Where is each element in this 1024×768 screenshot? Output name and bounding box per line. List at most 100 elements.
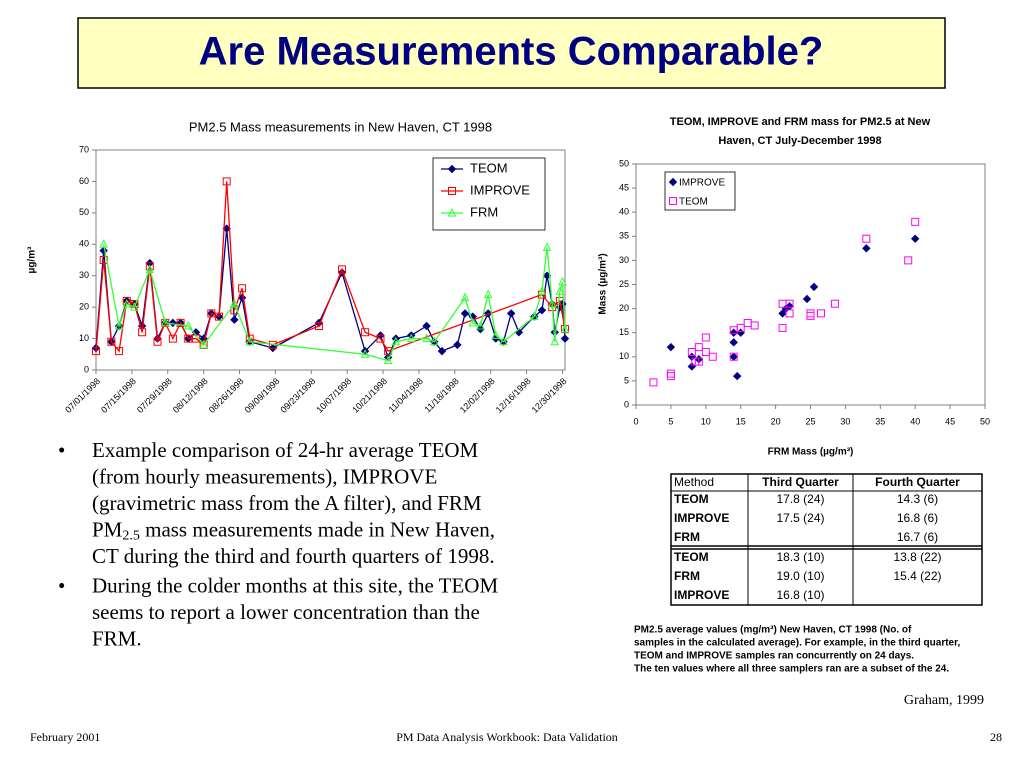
credit: Graham, 1999 <box>904 693 984 708</box>
data-point <box>499 336 508 346</box>
data-point <box>406 333 416 343</box>
data-point <box>743 319 752 328</box>
data-point <box>115 347 124 356</box>
table-frame <box>670 473 983 606</box>
x-tick-label: 35 <box>875 416 885 426</box>
data-point <box>904 256 913 265</box>
legend-label: IMPROVE <box>679 178 725 189</box>
x-tick-label: 08/12/1998 <box>171 376 210 415</box>
legend-label: TEOM <box>679 197 708 208</box>
x-tick-label: 15 <box>736 416 746 426</box>
data-point <box>238 284 247 293</box>
data-point <box>168 318 178 328</box>
data-point <box>708 352 717 361</box>
data-point <box>550 336 560 346</box>
data-point <box>191 334 200 343</box>
data-point <box>422 333 431 343</box>
data-point <box>537 290 546 299</box>
data-point <box>114 320 124 330</box>
legend-label: IMPROVE <box>470 182 530 197</box>
data-point <box>666 369 675 378</box>
y-tick-label: 40 <box>79 239 89 249</box>
data-point <box>314 322 323 330</box>
x-tick-label: 10/07/1998 <box>314 376 353 415</box>
x-tick-label: 50 <box>980 416 990 426</box>
data-point <box>701 347 710 356</box>
data-point <box>468 317 478 327</box>
table-cell: 17.5 (24) <box>776 511 824 525</box>
data-point <box>778 309 787 318</box>
data-point <box>107 337 116 346</box>
table-cell: Fourth Quarter <box>875 475 960 489</box>
data-point <box>199 339 208 349</box>
data-point <box>422 321 431 331</box>
y-tick-label: 50 <box>79 207 89 217</box>
data-point <box>460 309 470 318</box>
data-point <box>453 340 462 350</box>
x-tick-label: 20 <box>771 416 781 426</box>
data-point <box>862 234 871 243</box>
x-tick-label: 5 <box>668 416 673 426</box>
footer-left: February 2001 <box>30 730 100 744</box>
data-point <box>160 317 170 327</box>
data-point <box>701 333 710 342</box>
table-cell: FRM <box>674 569 700 583</box>
table-cell: 16.8 (10) <box>776 588 824 602</box>
data-point <box>483 309 493 318</box>
data-point <box>560 324 570 333</box>
table-cell: TEOM <box>674 550 709 564</box>
bullet-text: During the colder months at this site, t… <box>92 573 503 650</box>
data-point <box>736 328 745 337</box>
data-point <box>750 321 759 330</box>
table-cell: 16.8 (6) <box>897 511 938 525</box>
data-point <box>92 347 100 356</box>
data-point <box>383 355 393 365</box>
y-tick-label: 0 <box>624 399 629 409</box>
table-note: The ten values where all three samplers … <box>634 664 949 675</box>
bullet-dot: • <box>58 438 65 462</box>
data-point <box>785 299 794 308</box>
y-tick-label: 50 <box>619 158 629 168</box>
data-point <box>268 340 277 349</box>
legend-marker <box>447 164 457 174</box>
y-tick-label: 60 <box>79 176 89 186</box>
table-note: samples in the calculated average). For … <box>634 638 960 649</box>
data-point <box>153 337 162 346</box>
x-axis-label: FRM Mass (µg/m³) <box>768 447 854 458</box>
chart-title: TEOM, IMPROVE and FRM mass for PM2.5 at … <box>670 116 931 147</box>
y-axis-label: Mass (µg/m³) <box>598 253 609 314</box>
table-cell: Method <box>674 475 714 489</box>
data-point <box>555 286 565 295</box>
data-point <box>138 328 147 337</box>
table-cell: Third Quarter <box>762 475 839 489</box>
x-tick-label: 10 <box>701 416 711 426</box>
data-point <box>733 371 742 381</box>
legend-label: FRM <box>470 204 498 219</box>
y-tick-label: 70 <box>79 144 89 154</box>
data-point <box>437 346 447 356</box>
data-point <box>384 347 393 356</box>
table-cell: 18.3 (10) <box>776 550 824 564</box>
y-tick-label: 10 <box>79 333 89 343</box>
y-tick-label: 15 <box>619 327 629 337</box>
data-point <box>806 311 815 320</box>
data-point <box>729 328 738 337</box>
data-point <box>911 217 920 226</box>
x-tick-label: 12/16/1998 <box>494 376 533 415</box>
y-tick-label: 25 <box>619 279 629 289</box>
y-tick-label: 40 <box>619 207 629 217</box>
series-line <box>103 244 566 362</box>
x-tick-label: 07/29/1998 <box>135 376 174 415</box>
data-point <box>529 311 539 321</box>
data-point <box>222 177 231 186</box>
x-tick-label: 45 <box>945 416 955 426</box>
table-cell: FRM <box>674 530 700 544</box>
table-cell: 13.8 (22) <box>893 550 941 564</box>
x-tick-label: 11/04/1998 <box>387 376 425 414</box>
data-point <box>785 309 794 318</box>
data-point <box>558 276 567 286</box>
y-tick-label: 20 <box>619 303 629 313</box>
y-tick-label: 5 <box>624 375 629 385</box>
table-note: PM2.5 average values (mg/m³) New Haven, … <box>634 625 912 636</box>
